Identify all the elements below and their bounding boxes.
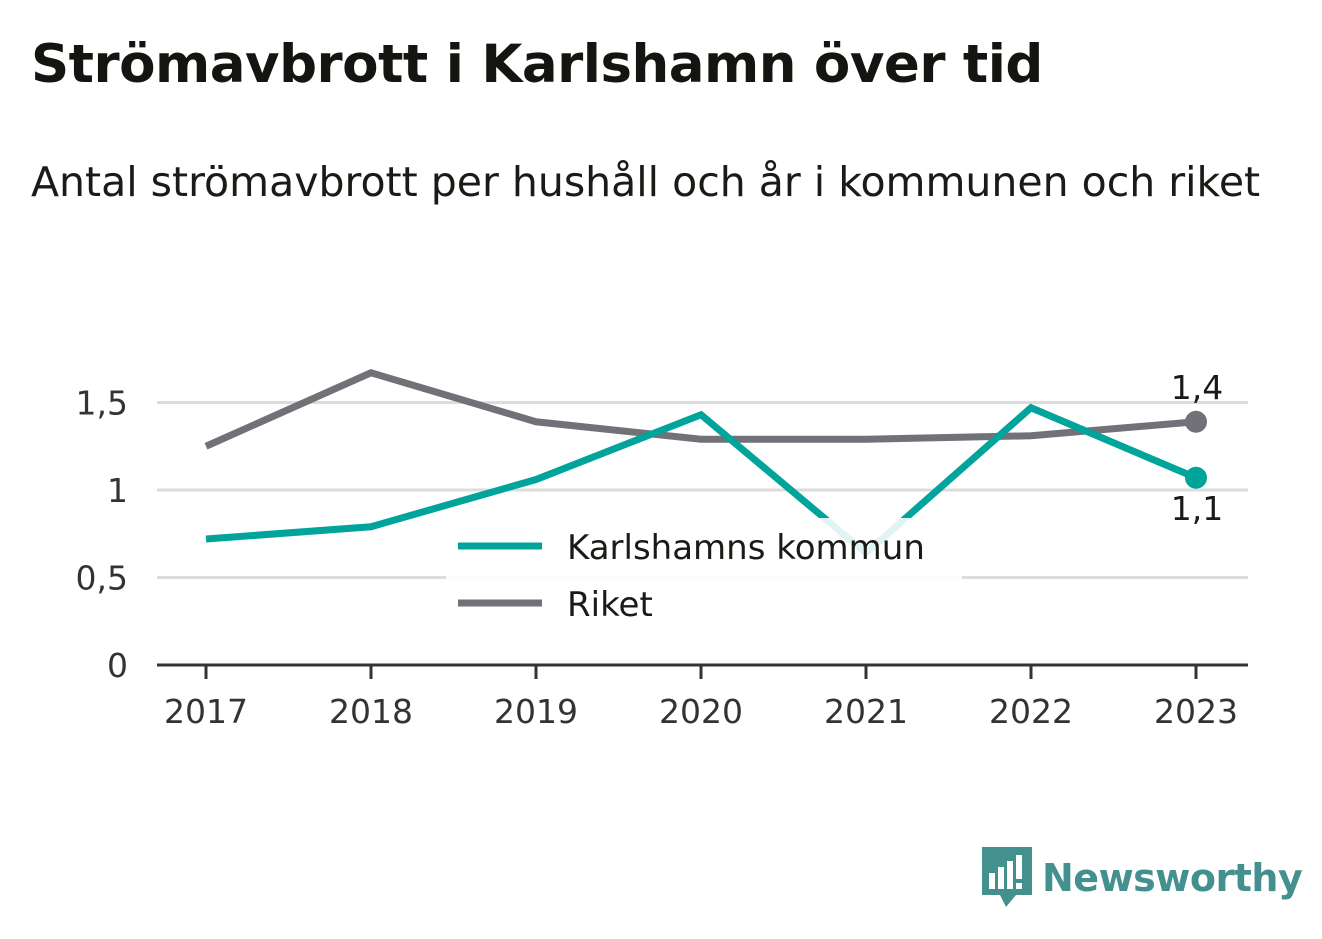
y-tick-label: 1,5 (76, 384, 128, 423)
x-tick-label: 2017 (164, 692, 248, 731)
x-tick-label: 2020 (659, 692, 743, 731)
brand-name: Newsworthy (1042, 856, 1302, 900)
end-point-riket (1185, 411, 1207, 433)
end-point-kommun (1185, 467, 1207, 489)
end-label-riket: 1,4 (1171, 368, 1223, 407)
end-label-kommun: 1,1 (1171, 489, 1223, 528)
x-tick-label: 2023 (1154, 692, 1238, 731)
bar-chart-speech-bubble-icon (982, 847, 1032, 909)
x-tick-label: 2022 (989, 692, 1073, 731)
brand-logo: Newsworthy (982, 848, 1302, 908)
x-tick-label: 2019 (494, 692, 578, 731)
y-axis-ticks: 0 0,5 1 1,5 (76, 384, 128, 686)
x-axis-ticks: 2017 2018 2019 2020 2021 2022 2023 (164, 665, 1238, 731)
x-tick-label: 2018 (329, 692, 413, 731)
legend: Karlshamns kommun Riket (446, 518, 962, 630)
y-tick-label: 1 (107, 471, 128, 510)
legend-label-kommun: Karlshamns kommun (567, 528, 925, 568)
legend-label-riket: Riket (567, 585, 653, 625)
end-labels: 1,4 1,1 (1171, 368, 1223, 528)
series-line-riket (206, 373, 1196, 447)
y-tick-label: 0,5 (76, 559, 128, 598)
y-tick-label: 0 (107, 646, 128, 685)
x-tick-label: 2021 (824, 692, 908, 731)
